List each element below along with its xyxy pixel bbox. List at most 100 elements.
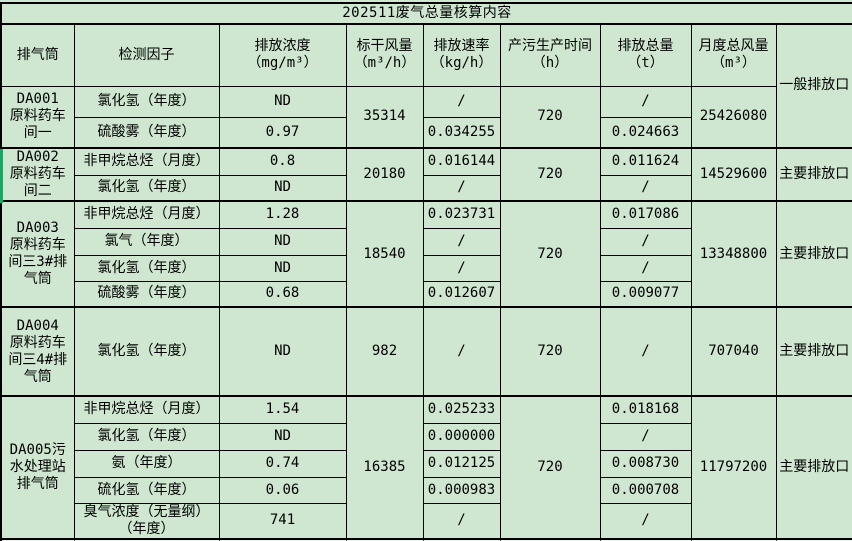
header-factor[interactable]: 检测因子 xyxy=(73,23,220,87)
header-flow[interactable]: 标干风量 （m³/h） xyxy=(345,23,424,87)
factor-cell[interactable]: 硫化氢（年度） xyxy=(73,476,220,504)
time-cell[interactable]: 720 xyxy=(499,147,601,203)
flow-cell[interactable]: 35314 xyxy=(345,85,424,149)
factor-cell[interactable]: 氨（年度） xyxy=(73,449,220,478)
monthly-cell[interactable]: 707040 xyxy=(690,306,777,398)
flow-cell[interactable]: 18540 xyxy=(345,200,424,309)
table-row: DA005污 水处理站 排气筒 非甲烷总烃（月度） 1.54 16385 0.0… xyxy=(0,395,852,540)
factor-cell[interactable]: 非甲烷总烃（月度） xyxy=(73,147,220,176)
rate-cell[interactable]: 0.034255 xyxy=(422,116,501,149)
monthly-cell[interactable]: 25426080 xyxy=(690,85,777,149)
conc-cell[interactable]: 1.28 xyxy=(218,200,347,229)
conc-cell[interactable]: ND xyxy=(218,254,347,282)
total-cell[interactable]: / xyxy=(599,502,692,540)
rate-cell[interactable]: / xyxy=(422,85,501,118)
factor-cell[interactable]: 氯化氢（年度） xyxy=(73,254,220,282)
rate-cell[interactable]: / xyxy=(422,306,501,398)
total-cell[interactable]: 0.000708 xyxy=(599,476,692,504)
conc-cell[interactable]: 0.97 xyxy=(218,116,347,149)
table-row: DA001 原料药车 间一 氯化氢（年度） ND 35314 / 720 / 2… xyxy=(0,85,852,149)
factor-cell[interactable]: 氯化氢（年度） xyxy=(73,174,220,203)
factor-cell[interactable]: 氯化氢（年度） xyxy=(73,306,220,398)
outlet-cell[interactable]: 主要排放口 xyxy=(775,306,852,398)
conc-cell[interactable]: ND xyxy=(218,85,347,118)
factor-cell[interactable]: 非甲烷总烃（月度） xyxy=(73,200,220,229)
total-cell[interactable]: / xyxy=(599,227,692,256)
table-row: DA004 原料药车 间三4#排 气筒 氯化氢（年度） ND 982 / 720… xyxy=(0,306,852,398)
outlet-cell[interactable]: 主要排放口 xyxy=(775,147,852,203)
conc-cell[interactable]: 0.06 xyxy=(218,476,347,504)
outlet-cell[interactable]: 主要排放口 xyxy=(775,395,852,540)
rate-cell[interactable]: 0.000000 xyxy=(422,422,501,451)
conc-cell[interactable]: 0.74 xyxy=(218,449,347,478)
stack-cell[interactable]: DA005污 水处理站 排气筒 xyxy=(0,395,75,540)
monthly-cell[interactable]: 11797200 xyxy=(690,395,777,540)
factor-cell[interactable]: 硫酸雾（年度） xyxy=(73,280,220,309)
outlet-cell[interactable]: 主要排放口 xyxy=(775,200,852,309)
factor-cell[interactable]: 氯化氢（年度） xyxy=(73,422,220,451)
time-cell[interactable]: 720 xyxy=(499,395,601,540)
time-cell[interactable]: 720 xyxy=(499,85,601,149)
factor-cell[interactable]: 硫酸雾（年度） xyxy=(73,116,220,149)
flow-cell[interactable]: 982 xyxy=(345,306,424,398)
total-cell[interactable]: 0.008730 xyxy=(599,449,692,478)
header-stack[interactable]: 排气筒 xyxy=(0,23,75,87)
stack-cell[interactable]: DA003 原料药车 间三3#排 气筒 xyxy=(0,200,75,309)
stack-cell[interactable]: DA004 原料药车 间三4#排 气筒 xyxy=(0,306,75,398)
rate-cell[interactable]: / xyxy=(422,502,501,540)
factor-cell[interactable]: 臭气浓度（无量纲） （年度） xyxy=(73,502,220,540)
monthly-cell[interactable]: 13348800 xyxy=(690,200,777,309)
total-cell[interactable]: / xyxy=(599,254,692,282)
stack-cell[interactable]: DA001 原料药车 间一 xyxy=(0,85,75,149)
conc-cell[interactable]: ND xyxy=(218,227,347,256)
time-cell[interactable]: 720 xyxy=(499,200,601,309)
monthly-cell[interactable]: 14529600 xyxy=(690,147,777,203)
total-cell[interactable]: 0.017086 xyxy=(599,200,692,229)
conc-cell[interactable]: ND xyxy=(218,174,347,203)
conc-cell[interactable]: ND xyxy=(218,422,347,451)
total-cell[interactable]: / xyxy=(599,174,692,203)
factor-cell[interactable]: 氯化氢（年度） xyxy=(73,85,220,118)
rate-cell[interactable]: / xyxy=(422,174,501,203)
table-row: 氨（年度） 0.74 0.012125 0.008730 xyxy=(1,449,852,478)
total-cell[interactable]: 0.011624 xyxy=(599,147,692,176)
header-total[interactable]: 排放总量 （t） xyxy=(599,23,692,87)
total-cell[interactable]: 0.009077 xyxy=(599,280,692,309)
factor-cell[interactable]: 氯气（年度） xyxy=(73,227,220,256)
rate-cell[interactable]: / xyxy=(422,254,501,282)
total-cell[interactable]: 0.018168 xyxy=(599,395,692,424)
outlet-cell[interactable]: 一般排放口 xyxy=(775,23,852,149)
conc-cell[interactable]: 0.8 xyxy=(218,147,347,176)
rate-cell[interactable]: / xyxy=(422,227,501,256)
total-cell[interactable]: 0.024663 xyxy=(599,116,692,149)
rate-cell[interactable]: 0.025233 xyxy=(422,395,501,424)
conc-cell[interactable]: ND xyxy=(218,306,347,398)
partial-cell[interactable] xyxy=(775,537,852,541)
rate-cell[interactable]: 0.016144 xyxy=(422,147,501,176)
table-row: 硫化氢（年度） 0.06 0.000983 0.000708 xyxy=(1,476,852,504)
header-rate[interactable]: 排放速率 （kg/h） xyxy=(422,23,501,87)
total-cell[interactable]: / xyxy=(599,85,692,118)
header-concentration[interactable]: 排放浓度 （mg/m³） xyxy=(218,23,347,87)
factor-cell[interactable]: 非甲烷总烃（月度） xyxy=(73,395,220,424)
conc-cell[interactable]: 0.68 xyxy=(218,280,347,309)
flow-cell[interactable]: 20180 xyxy=(345,147,424,203)
conc-cell[interactable]: 741 xyxy=(218,502,347,540)
time-cell[interactable]: 720 xyxy=(499,306,601,398)
rate-cell[interactable]: 0.023731 xyxy=(422,200,501,229)
table-title-cell[interactable]: 202511废气总量核算内容 xyxy=(0,2,852,25)
flow-cell[interactable]: 16385 xyxy=(345,395,424,540)
stack-cell[interactable]: DA002 原料药车 间二 xyxy=(0,147,75,203)
total-cell[interactable]: / xyxy=(599,306,692,398)
table-row: 氯化氢（年度） ND / / xyxy=(1,254,852,282)
total-cell[interactable]: / xyxy=(599,422,692,451)
rate-cell[interactable]: 0.012125 xyxy=(422,449,501,478)
header-time[interactable]: 产污生产时间 （h） xyxy=(499,23,601,87)
table-row: 硫酸雾（年度） 0.68 0.012607 0.009077 xyxy=(1,280,852,309)
conc-cell[interactable]: 1.54 xyxy=(218,395,347,424)
table-row: 氯气（年度） ND / / xyxy=(1,227,852,256)
rate-cell[interactable]: 0.000983 xyxy=(422,476,501,504)
header-monthly[interactable]: 月度总风量 （m³） xyxy=(690,23,777,87)
rate-cell[interactable]: 0.012607 xyxy=(422,280,501,309)
table-row: DA003 原料药车 间三3#排 气筒 非甲烷总烃（月度） 1.28 18540… xyxy=(0,200,852,309)
